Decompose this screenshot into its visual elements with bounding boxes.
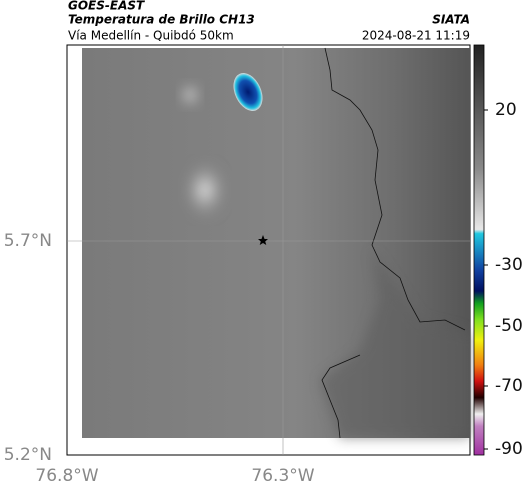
subtitle: Temperatura de Brillo CH13 bbox=[68, 13, 255, 27]
route: Vía Medellín - Quibdó 50km bbox=[68, 29, 234, 43]
title: GOES-EAST bbox=[68, 0, 145, 13]
colorbar-label: -70 bbox=[495, 376, 523, 396]
colorbar-label: 20 bbox=[495, 100, 517, 120]
source: SIATA bbox=[432, 13, 470, 27]
colorbar-label: -30 bbox=[495, 255, 523, 275]
lat-label: 5.2°N bbox=[4, 445, 52, 465]
lat-label: 5.7°N bbox=[4, 231, 52, 251]
colorbar-label: -90 bbox=[495, 439, 523, 459]
colorbar bbox=[473, 44, 485, 456]
lon-label: 76.8°W bbox=[35, 466, 98, 486]
colorbar-label: -50 bbox=[495, 316, 523, 336]
datetime: 2024-08-21 11:19 bbox=[362, 29, 470, 43]
lon-label: 76.3°W bbox=[251, 466, 314, 486]
map bbox=[66, 44, 471, 456]
